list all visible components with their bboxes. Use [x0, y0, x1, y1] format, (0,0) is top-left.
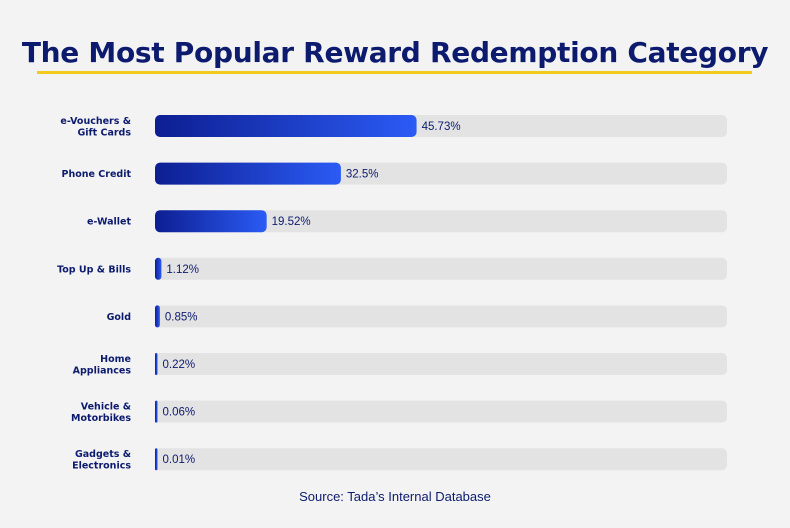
bar [155, 448, 158, 471]
value-label: 0.22% [163, 359, 196, 371]
title-underline [37, 71, 752, 74]
bar-track [155, 305, 727, 328]
bar-track [155, 257, 727, 280]
value-label: 45.73% [422, 121, 461, 133]
category-label: Gadgets & Electronics [72, 449, 131, 472]
category-label: Gold [107, 312, 131, 323]
value-label: 0.85% [165, 311, 198, 323]
category-label: Phone Credit [62, 169, 132, 180]
value-label: 0.06% [163, 407, 196, 419]
title-area: The Most Popular Reward Redemption Categ… [0, 36, 790, 76]
category-label: Vehicle & Motorbikes [71, 401, 131, 424]
source-note: Source: Tada’s Internal Database [299, 489, 491, 504]
chart-title: The Most Popular Reward Redemption Categ… [21, 36, 769, 69]
bar [155, 257, 162, 280]
bar [155, 400, 158, 423]
bar-row: Vehicle & Motorbikes 0.06% [71, 400, 727, 424]
bar-row: Gadgets & Electronics 0.01% [72, 448, 727, 471]
category-label: Home Appliances [73, 354, 132, 377]
category-label: e-Wallet [87, 217, 131, 228]
bar [155, 115, 417, 137]
bar-row: Gold 0.85% [107, 305, 727, 328]
bar-row: Home Appliances 0.22% [73, 353, 727, 376]
bar-track [155, 400, 727, 423]
bar [155, 353, 158, 375]
value-label: 19.52% [272, 216, 311, 228]
bar-row: e-Vouchers & Gift Cards 45.73% [60, 115, 727, 138]
bar [155, 305, 160, 328]
category-label: e-Vouchers & Gift Cards [60, 116, 131, 139]
value-label: 1.12% [166, 264, 199, 276]
bar-row: e-Wallet 19.52% [87, 210, 727, 233]
bar [155, 162, 341, 185]
category-label: Top Up & Bills [57, 264, 131, 275]
value-label: 32.5% [346, 169, 379, 181]
bar-row: Top Up & Bills 1.12% [57, 257, 727, 280]
bar-track [155, 353, 727, 375]
bar-track [155, 448, 727, 471]
value-label: 0.01% [163, 454, 196, 466]
bar-row: Phone Credit 32.5% [62, 162, 727, 185]
bar [155, 210, 267, 233]
bar-track [155, 210, 727, 233]
